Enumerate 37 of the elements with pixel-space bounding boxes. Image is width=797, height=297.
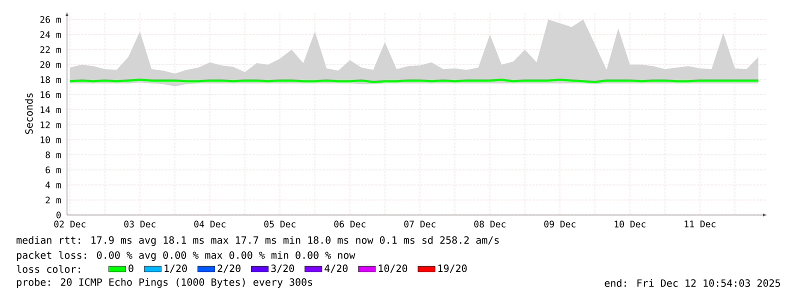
legend-label: 19/20 [438,264,467,273]
x-tick-label: 04 Dec [194,220,226,228]
x-tick-label: 03 Dec [124,220,156,228]
legend-title: loss color: [16,265,80,273]
text: median rtt: 17.9 ms avg 18.1 ms max 17.7 ms min 18.0 ms now 0.1 ms sd 258.2 am/s [16,236,499,246]
y-tick-label: 20 m [40,61,61,68]
x-tick-label: 10 Dec [614,220,646,228]
y-tick-label: 26 m [40,16,61,23]
y-tick-label: 24 m [40,31,61,38]
x-tick-label: 09 Dec [544,220,576,228]
y-tick-label: 12 m [40,121,61,128]
y-tick-label: 10 m [40,136,61,144]
y-tick-label: 22 m [40,46,61,53]
text: probe: 20 ICMP Echo Pings (1000 Bytes) every 300s [17,278,312,288]
legend-label: 10/20 [378,264,408,273]
legend-label: 0 [128,264,134,272]
y-tick-label: 8 m [46,151,61,158]
y-axis-title: Seconds [25,93,33,134]
text: end: Fri Dec 12 10:54:03 2025 [604,279,780,287]
text: packet loss: 0.00 % avg 0.00 % max 0.00 % min 0.00 % now [17,251,356,261]
y-tick-label: 16 m [40,91,61,98]
x-tick-label: 07 Dec [404,220,436,228]
y-tick-label: 0 [56,212,61,218]
y-tick-label: 18 m [40,76,61,84]
y-tick-label: 6 m [46,166,61,174]
x-tick-label: 02 Dec [54,220,86,228]
legend-label: 1/20 [164,264,187,273]
x-tick-label: 05 Dec [264,220,296,228]
x-tick-label: 11 Dec [684,220,716,228]
y-tick-label: 14 m [40,106,61,114]
y-tick-label: 4 m [46,182,61,188]
x-tick-label: 08 Dec [474,220,506,228]
legend-label: 3/20 [271,264,294,273]
y-tick-label: 2 m [46,196,61,204]
legend-label: 2/20 [218,264,240,273]
x-tick-label: 06 Dec [334,220,366,228]
legend-label: 4/20 [324,264,348,273]
